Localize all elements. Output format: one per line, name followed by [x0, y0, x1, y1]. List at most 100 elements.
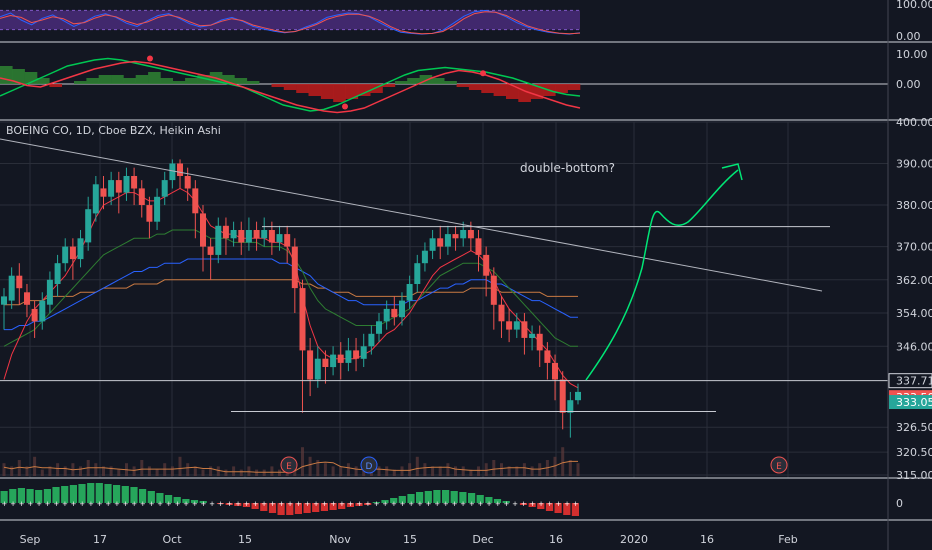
candle[interactable] — [222, 217, 229, 255]
candle[interactable] — [506, 308, 513, 343]
candle[interactable] — [383, 300, 390, 330]
candle[interactable] — [429, 229, 436, 260]
histogram-bar — [407, 494, 415, 503]
candle[interactable] — [177, 159, 183, 189]
candle-body — [77, 238, 84, 260]
histogram-bar — [165, 495, 173, 503]
candle[interactable] — [460, 221, 467, 247]
candle-body — [360, 346, 367, 359]
candle[interactable] — [24, 283, 30, 318]
candle[interactable] — [161, 171, 168, 206]
price-tick: 370.00 — [896, 241, 932, 254]
candle[interactable] — [200, 205, 206, 272]
candle[interactable] — [146, 196, 153, 239]
candle[interactable] — [452, 225, 459, 251]
histogram-cross-marker: + — [469, 500, 475, 508]
histogram-cross-marker: + — [278, 500, 284, 508]
candle[interactable] — [406, 275, 413, 309]
candle[interactable] — [238, 221, 245, 255]
volume-bar — [408, 463, 412, 476]
candle[interactable] — [360, 333, 367, 368]
volume-bar — [186, 463, 190, 476]
histogram-bar — [182, 499, 190, 503]
volume-bar — [63, 466, 67, 476]
candle[interactable] — [376, 313, 382, 343]
descending-trendline[interactable] — [0, 138, 823, 292]
candle[interactable] — [131, 167, 138, 206]
candle[interactable] — [353, 337, 360, 372]
histogram-cross-marker: + — [382, 500, 388, 508]
candle[interactable] — [115, 171, 122, 214]
candle-body — [414, 263, 421, 284]
candle[interactable] — [1, 288, 7, 330]
candle[interactable] — [123, 167, 130, 201]
projection-arrow[interactable] — [585, 169, 739, 381]
candle[interactable] — [31, 300, 38, 338]
candle[interactable] — [16, 263, 23, 305]
candle[interactable] — [291, 238, 298, 314]
candle[interactable] — [575, 383, 581, 405]
candle-body — [222, 225, 229, 239]
candle[interactable] — [169, 159, 176, 189]
candle[interactable] — [207, 238, 214, 280]
candle[interactable] — [138, 180, 145, 218]
candle[interactable] — [414, 254, 421, 293]
event-marker-circle[interactable] — [280, 456, 298, 474]
histogram-bar — [9, 489, 17, 503]
candle[interactable] — [284, 225, 291, 264]
volume-bar — [10, 466, 14, 476]
candle[interactable] — [192, 180, 199, 239]
candle[interactable] — [54, 254, 61, 297]
candle[interactable] — [345, 337, 352, 372]
candle-body — [406, 284, 413, 301]
histogram-bar — [338, 503, 346, 509]
candle[interactable] — [46, 271, 53, 314]
candle[interactable] — [330, 346, 337, 376]
candle[interactable] — [8, 267, 15, 309]
candle[interactable] — [483, 246, 490, 297]
candle[interactable] — [421, 242, 428, 272]
candle[interactable] — [399, 292, 405, 326]
candle[interactable] — [529, 325, 536, 351]
candle[interactable] — [552, 354, 558, 401]
candle[interactable] — [391, 296, 398, 326]
candle[interactable] — [230, 221, 237, 247]
candle[interactable] — [521, 313, 528, 355]
candle[interactable] — [69, 238, 76, 280]
candle[interactable] — [39, 292, 46, 330]
candle[interactable] — [253, 221, 260, 251]
candle[interactable] — [307, 337, 314, 397]
candle[interactable] — [490, 267, 497, 330]
candle[interactable] — [544, 342, 551, 380]
momentum-bar — [271, 84, 285, 87]
candle[interactable] — [92, 175, 99, 222]
candle[interactable] — [62, 238, 69, 272]
candle[interactable] — [567, 391, 574, 438]
candle[interactable] — [215, 217, 222, 264]
candle[interactable] — [368, 325, 375, 355]
candle[interactable] — [85, 196, 92, 251]
candle[interactable] — [444, 225, 451, 255]
candle[interactable] — [100, 175, 107, 210]
candle[interactable] — [299, 279, 306, 413]
histogram-bar — [563, 503, 571, 515]
candle[interactable] — [77, 229, 84, 268]
candle[interactable] — [513, 313, 520, 338]
candle[interactable] — [498, 296, 505, 338]
candle[interactable] — [154, 188, 161, 230]
candle[interactable] — [261, 217, 268, 247]
candle[interactable] — [245, 217, 252, 251]
candle[interactable] — [322, 350, 329, 384]
candle[interactable] — [536, 325, 543, 368]
candle[interactable] — [276, 225, 283, 251]
candle[interactable] — [108, 171, 115, 206]
event-marker-circle[interactable] — [360, 456, 378, 474]
volume-bar — [216, 466, 220, 476]
candle[interactable] — [437, 225, 444, 260]
candle[interactable] — [268, 221, 275, 255]
event-marker-circle[interactable] — [770, 456, 788, 474]
candle[interactable] — [337, 342, 344, 380]
candle[interactable] — [475, 229, 482, 272]
histogram-bar — [554, 503, 562, 513]
